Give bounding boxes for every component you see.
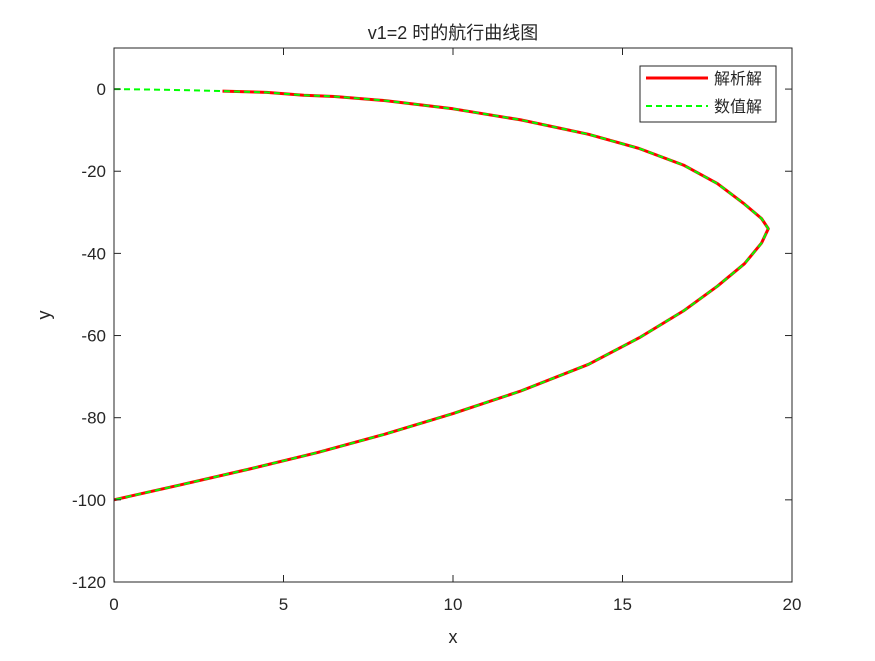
x-tick-label: 5 (279, 595, 288, 614)
x-tick-label: 0 (109, 595, 118, 614)
y-tick-label: -100 (72, 491, 106, 510)
x-tick-label: 15 (613, 595, 632, 614)
x-tick-label: 20 (783, 595, 802, 614)
y-tick-label: -20 (81, 162, 106, 181)
series-line-numerical (113, 88, 770, 501)
legend-label-numerical: 数值解 (714, 98, 762, 116)
y-tick-label: -60 (81, 327, 106, 346)
x-tick-label: 10 (444, 595, 463, 614)
legend-box (639, 65, 777, 123)
y-tick-label: -80 (81, 409, 106, 428)
y-axis-label: y (34, 311, 54, 320)
legend: 解析解 数值解 (639, 65, 777, 123)
axes-layer: 0 5 10 15 20 0 -20 -40 -60 -80 -100 -120 (72, 47, 802, 614)
y-tick-label: -40 (81, 244, 106, 263)
chart-title: v1=2 时的航行曲线图 (368, 23, 539, 43)
y-tick-label: -120 (72, 573, 106, 592)
legend-label-analytic: 解析解 (714, 70, 762, 88)
plot-background (114, 48, 792, 582)
x-axis-label: x (449, 627, 458, 647)
series-layer (113, 88, 770, 502)
y-tick-label: 0 (97, 80, 106, 99)
